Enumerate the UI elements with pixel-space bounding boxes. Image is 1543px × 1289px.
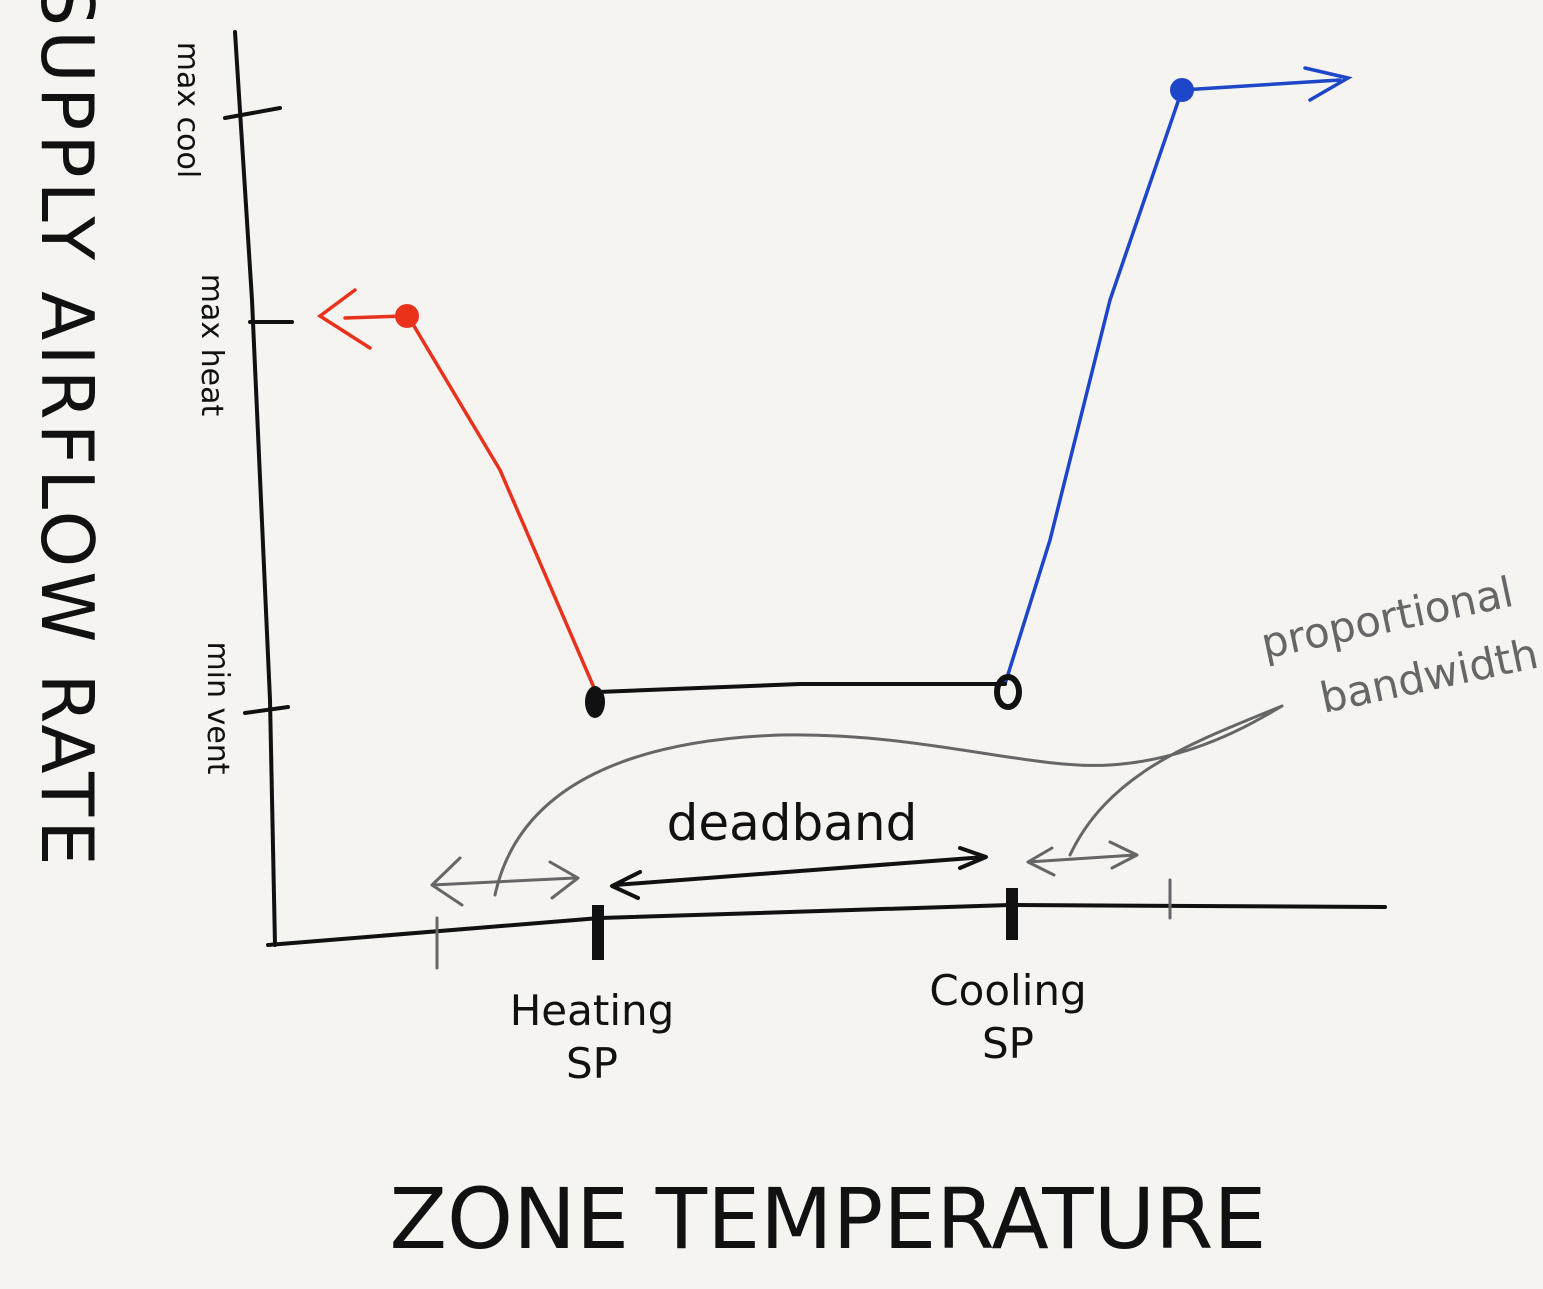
y-axis-label: SUPPLY AIRFLOW RATE bbox=[25, 0, 109, 870]
max-cool-point bbox=[1170, 78, 1194, 102]
deadband-arrow bbox=[610, 846, 988, 900]
min-vent-line bbox=[596, 682, 1007, 694]
x-tick-label: SP bbox=[566, 1039, 618, 1088]
max-heat-point bbox=[395, 304, 419, 328]
deadband-label: deadband bbox=[667, 794, 918, 852]
band-arrow bbox=[1026, 840, 1139, 877]
heating-arrow bbox=[316, 288, 407, 350]
y-tick-label: max cool bbox=[170, 42, 205, 178]
y-tick bbox=[243, 705, 290, 715]
cooling-line bbox=[1003, 89, 1184, 685]
heating-line bbox=[406, 315, 597, 691]
x-tick-label: Cooling bbox=[929, 966, 1086, 1015]
y-tick-label: max heat bbox=[194, 274, 229, 417]
x-tick-label: SP bbox=[982, 1019, 1034, 1068]
x-axis-label: ZONE TEMPERATURE bbox=[390, 1170, 1267, 1268]
deadband-end-point bbox=[994, 674, 1022, 710]
x-axis bbox=[266, 903, 1387, 947]
y-tick bbox=[223, 106, 282, 120]
cooling-arrow bbox=[1180, 66, 1353, 102]
deadband-start-point bbox=[585, 686, 605, 718]
bandwidth-pointer bbox=[493, 704, 1284, 897]
x-tick-label: Heating bbox=[510, 986, 675, 1035]
y-axis bbox=[233, 30, 277, 947]
band-arrow bbox=[430, 856, 580, 907]
y-tick-label: min vent bbox=[200, 641, 235, 774]
